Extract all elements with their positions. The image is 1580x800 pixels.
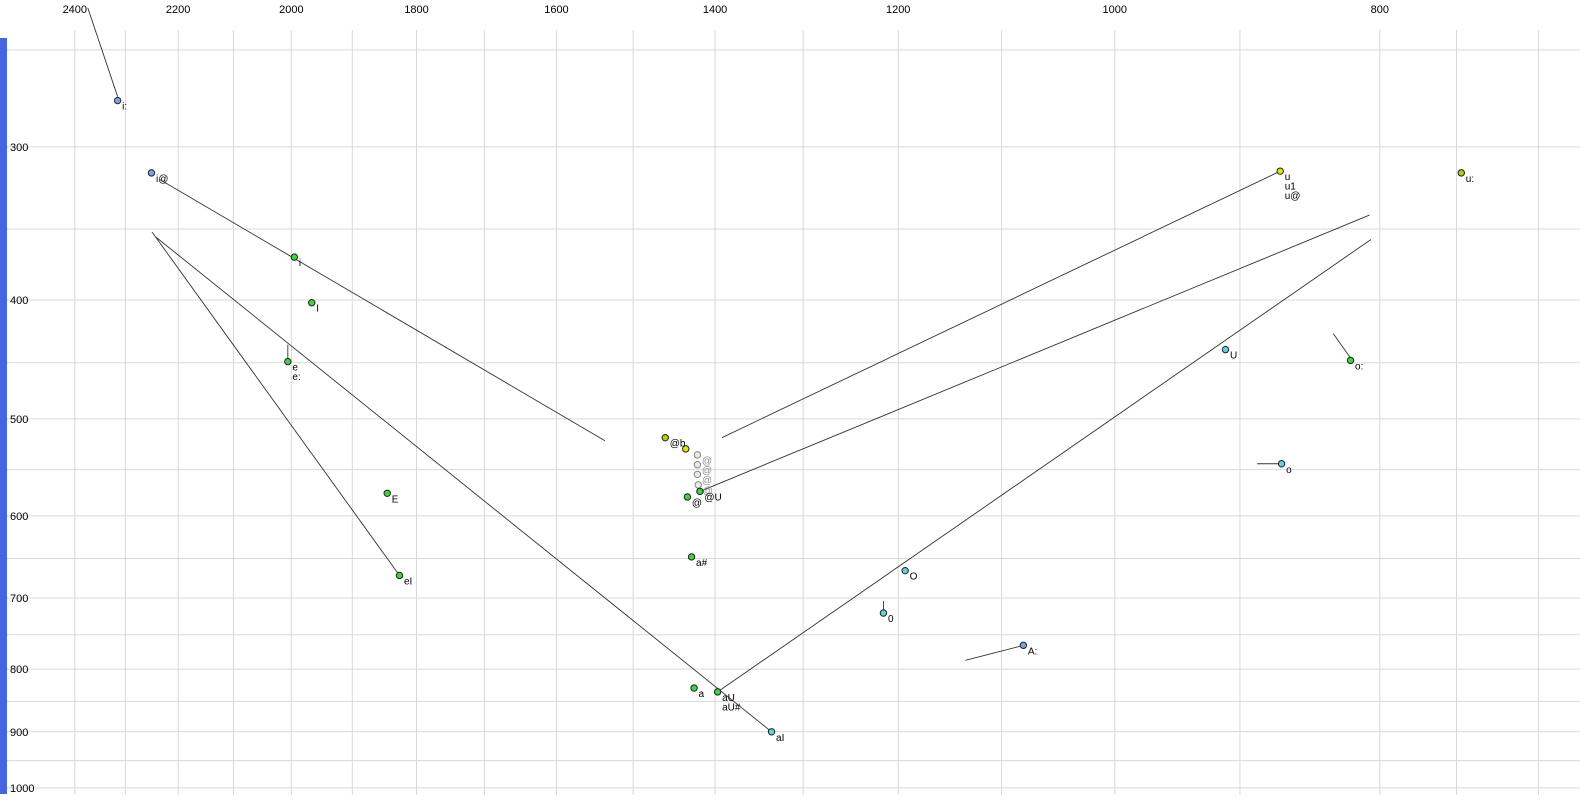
vowel-point-0-i[interactable] — [113, 96, 122, 105]
vowel-point-5-E[interactable] — [383, 489, 391, 497]
vowel-label-26-u: u: — [1466, 174, 1474, 185]
vowel-point-4-e[interactable] — [284, 357, 292, 366]
trajectory-3-aI — [154, 236, 772, 733]
vowel-label-25-u@: u@ — [1285, 191, 1301, 202]
vowel-point-18-aI[interactable] — [767, 728, 776, 736]
vowel-point-6-eI[interactable] — [395, 571, 404, 580]
trajectory-8-o — [1332, 333, 1351, 359]
trajectory-4-aU — [717, 239, 1372, 693]
vowel-label-17-aU#: aU# — [722, 702, 741, 713]
vowel-point-23-o[interactable] — [1277, 460, 1286, 468]
y-axis-tick-300: 300 — [10, 142, 28, 154]
vowel-label-2-i: i — [299, 258, 301, 269]
vowel-point-22-U[interactable] — [1221, 345, 1230, 354]
vowel-label-19-0: 0 — [888, 614, 894, 625]
vowel-point-9-@[interactable] — [693, 451, 702, 459]
vowel-point-12-@[interactable] — [694, 481, 702, 489]
vowel-point-20-O[interactable] — [901, 566, 909, 575]
y-axis-tick-500: 500 — [10, 414, 28, 426]
trajectory-0-ionset — [87, 7, 119, 97]
vowel-point-7-@b[interactable] — [661, 433, 669, 442]
vowel-label-23-o: o — [1286, 465, 1292, 476]
left-edge-bar — [0, 38, 7, 794]
vowel-label-10-@: @ — [702, 466, 712, 477]
vowel-point-10-@[interactable] — [693, 461, 702, 469]
x-axis-tick-2000: 2000 — [279, 4, 303, 16]
vowel-point-3-I[interactable] — [308, 299, 316, 307]
trajectories — [87, 7, 1372, 733]
vowel-label-21-A: A: — [1028, 646, 1037, 657]
x-axis-tick-1400: 1400 — [703, 4, 727, 16]
y-axis-tick-900: 900 — [10, 727, 28, 739]
x-axis-tick-2200: 2200 — [166, 4, 190, 16]
vowel-point-17-aU[interactable] — [713, 688, 722, 696]
vowel-point-24-o[interactable] — [1346, 356, 1355, 365]
vowel-label-5-E: E — [392, 494, 399, 505]
vowel-label-9-@: @ — [702, 456, 712, 467]
vowel-label-22-U: U — [1230, 351, 1237, 362]
vowel-label-20-O: O — [910, 572, 918, 583]
x-axis-tick-1800: 1800 — [404, 4, 428, 16]
y-axis-tick-700: 700 — [10, 593, 28, 605]
vowel-label-7-@b: @b — [670, 439, 686, 450]
vowel-label-1-i@: i@ — [156, 174, 168, 185]
vowel-point-14-@U[interactable] — [696, 487, 704, 496]
vowel-point-1-i@[interactable] — [147, 169, 156, 177]
vowel-point-21-A[interactable] — [1019, 641, 1028, 649]
vowel-point-13-@[interactable] — [683, 493, 692, 501]
vowel-label-0-i: i: — [122, 102, 127, 113]
vowel-label-16-a: a — [699, 689, 705, 700]
trajectory-1-i@ — [159, 179, 606, 442]
x-axis-tick-1200: 1200 — [886, 4, 910, 16]
vowel-point-2-i[interactable] — [290, 253, 299, 261]
vowel-label-4-e: e — [292, 363, 298, 374]
vowel-point-19-0[interactable] — [879, 609, 888, 617]
vowel-point-15-a#[interactable] — [687, 553, 696, 561]
axis-tick-labels: 2400 2200 2000 1800 1600 1400 1200 1000 800 300 40… — [10, 4, 1389, 795]
vowel-label-13-@: @ — [692, 498, 702, 509]
x-axis-tick-1000: 1000 — [1103, 4, 1127, 16]
y-axis-tick-1000: 1000 — [10, 783, 34, 795]
gridlines — [7, 30, 1580, 795]
vowel-label-17-aU: aU — [722, 693, 735, 704]
vowel-label-25-u: u — [1285, 172, 1291, 183]
vowel-point-25-u[interactable] — [1276, 167, 1284, 175]
y-axis-tick-800: 800 — [10, 664, 28, 676]
vowel-label-25-u1: u1 — [1285, 182, 1297, 193]
vowel-point-8-pt[interactable] — [682, 445, 690, 453]
vowel-point-11-@[interactable] — [693, 470, 702, 479]
vowel-label-18-aI: aI — [776, 733, 784, 744]
trajectory-2-eI — [151, 231, 400, 576]
vowel-label-6-eI: eI — [404, 576, 412, 587]
trajectory-5-@U — [699, 214, 1370, 492]
vowel-label-24-o: o: — [1355, 361, 1363, 372]
y-axis-tick-600: 600 — [10, 511, 28, 523]
trajectory-10-A — [965, 645, 1022, 661]
vowel-label-4-e: e: — [292, 372, 300, 383]
vowel-point-16-a[interactable] — [690, 684, 698, 692]
x-axis-tick-2400: 2400 — [63, 4, 87, 16]
vowel-label-11-@: @ — [702, 475, 712, 486]
vowel-label-15-a#: a# — [696, 558, 708, 569]
vowel-point-26-u[interactable] — [1457, 169, 1465, 177]
vowel-label-3-I: I — [316, 304, 319, 315]
x-axis-tick-1600: 1600 — [544, 4, 568, 16]
y-axis-tick-400: 400 — [10, 295, 28, 307]
x-axis-tick-800: 800 — [1371, 4, 1389, 16]
vowel-label-14-@U: @U — [704, 492, 721, 503]
vowel-label-12-@: @ — [703, 486, 713, 497]
trajectory-6-u1 — [721, 170, 1281, 439]
